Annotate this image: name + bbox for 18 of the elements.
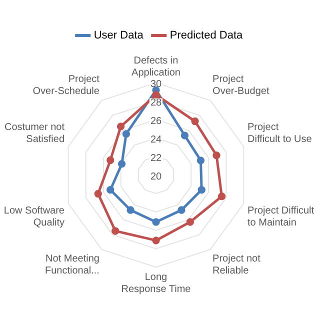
legend-label: User Data — [94, 30, 144, 42]
spoke-label: Project Over-Budget — [212, 74, 270, 97]
spoke-label: Project not Reliable — [212, 254, 261, 277]
y-tick-label: 28 — [150, 97, 162, 108]
spoke-label: Costumer not Satisfied — [4, 122, 65, 146]
y-tick-label: 26 — [150, 116, 162, 127]
legend-label: Predicted Data — [170, 30, 244, 42]
spoke-label: Low Software Quality — [4, 205, 65, 228]
spoke-label: Project Difficult to Use — [247, 122, 312, 146]
y-tick-label: 30 — [150, 79, 162, 90]
spoke-label: Defects in Application — [132, 56, 180, 79]
y-tick-label: 24 — [150, 134, 162, 146]
y-tick-label: 22 — [150, 152, 162, 164]
spoke-label: Not Meeting Functional... — [44, 254, 100, 277]
spoke-label: Long Response Time — [121, 272, 192, 295]
y-tick-label: 20 — [150, 171, 162, 182]
spoke-label: Project Over-Schedule — [32, 74, 100, 97]
spoke-label: Project Difficult to Maintain — [247, 205, 314, 228]
